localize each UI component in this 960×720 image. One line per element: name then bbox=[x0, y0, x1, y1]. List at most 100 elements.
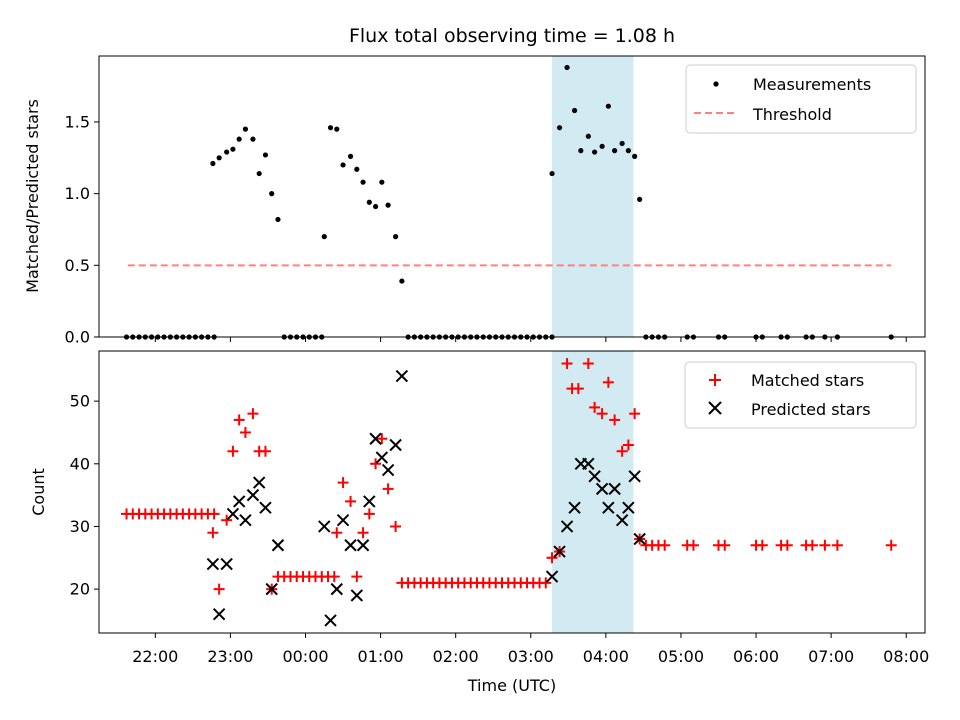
predicted-star-point bbox=[568, 501, 581, 514]
legend-predicted-stars-label: Predicted stars bbox=[751, 400, 871, 419]
predicted-star-point bbox=[212, 607, 226, 621]
measurement-point bbox=[360, 179, 366, 185]
ratio-panel-y-tick-label: 0.0 bbox=[65, 328, 90, 347]
measurement-point bbox=[564, 64, 570, 71]
matched-star-point bbox=[259, 445, 271, 457]
x-tick-label: 03:00 bbox=[508, 647, 554, 666]
matched-star-point bbox=[328, 571, 340, 583]
measurement-point bbox=[585, 133, 591, 139]
x-axis-label: Time (UTC) bbox=[467, 676, 556, 695]
count-panel-y-axis-label: Count bbox=[29, 468, 48, 516]
measurement-point bbox=[619, 140, 625, 147]
count-panel-highlight-span bbox=[552, 351, 634, 633]
predicted-stars-points bbox=[206, 369, 646, 627]
chart-title: Flux total observing time = 1.08 h bbox=[349, 25, 675, 47]
matched-star-point bbox=[345, 495, 357, 507]
matched-star-point bbox=[363, 508, 375, 520]
x-tick-label: 04:00 bbox=[583, 647, 629, 666]
matched-star-point bbox=[331, 527, 343, 539]
predicted-star-point bbox=[582, 457, 595, 471]
measurement-point bbox=[250, 136, 256, 142]
legend-predicted-stars-marker bbox=[708, 401, 722, 415]
measurement-point bbox=[366, 199, 372, 205]
measurement-point bbox=[571, 107, 578, 114]
count-panel-y-tick-label: 40 bbox=[70, 454, 90, 473]
ratio-panel-highlight-span bbox=[552, 56, 634, 337]
predicted-star-point bbox=[271, 539, 285, 552]
predicted-star-point bbox=[389, 438, 402, 452]
predicted-star-point bbox=[369, 432, 382, 445]
measurement-point bbox=[347, 153, 354, 159]
predicted-star-point bbox=[350, 589, 364, 602]
x-tick-label: 02:00 bbox=[433, 647, 479, 666]
measurement-point bbox=[637, 196, 643, 202]
legend-measurements-label: Measurements bbox=[753, 75, 871, 94]
measurement-point bbox=[321, 234, 327, 240]
predicted-star-point bbox=[232, 495, 246, 508]
predicted-star-point bbox=[375, 451, 389, 464]
measurement-point bbox=[327, 125, 334, 131]
measurement-point bbox=[556, 125, 563, 131]
count-panel-y-tick-label: 20 bbox=[70, 580, 90, 599]
matched-star-point bbox=[247, 408, 259, 420]
matched-star-point bbox=[756, 539, 768, 551]
measurement-point bbox=[340, 162, 346, 168]
predicted-star-point bbox=[330, 582, 343, 596]
matched-star-point bbox=[561, 358, 573, 370]
matched-star-point bbox=[376, 433, 388, 445]
measurement-point bbox=[393, 234, 399, 240]
matched-star-point bbox=[233, 414, 245, 426]
predicted-star-point bbox=[595, 482, 609, 496]
matched-star-point bbox=[582, 358, 594, 370]
predicted-star-point bbox=[336, 513, 350, 527]
ratio-panel: 0.0 0.5 1.0 1.5 Flux total observing time =… bbox=[23, 25, 926, 347]
measurement-point bbox=[262, 152, 269, 158]
measurement-point bbox=[210, 160, 216, 167]
x-tick-label: 08:00 bbox=[883, 647, 929, 666]
predicted-star-point bbox=[381, 463, 395, 477]
predicted-star-point bbox=[395, 369, 409, 383]
predicted-star-point bbox=[220, 557, 233, 571]
matched-star-point bbox=[351, 571, 363, 583]
predicted-star-point bbox=[545, 570, 559, 583]
measurement-point bbox=[334, 126, 340, 132]
ratio-panel-y-axis-label: Matched/Predicted stars bbox=[23, 99, 42, 293]
matched-star-point bbox=[622, 439, 634, 451]
ratio-panel-y-tick-label: 1.0 bbox=[65, 184, 90, 203]
count-panel-frame bbox=[98, 350, 926, 634]
predicted-star-point bbox=[356, 539, 370, 552]
matched-star-point bbox=[602, 376, 614, 388]
matched-stars-points bbox=[121, 358, 897, 595]
matched-star-point bbox=[221, 514, 233, 526]
ratio-panel-legend: Measurements Threshold bbox=[685, 64, 917, 134]
measurement-point bbox=[632, 153, 638, 159]
predicted-star-point bbox=[553, 545, 566, 558]
predicted-star-point bbox=[239, 513, 252, 527]
matched-star-point bbox=[540, 577, 552, 589]
matched-star-point bbox=[370, 458, 382, 470]
measurement-point bbox=[275, 216, 281, 223]
measurement-point bbox=[224, 149, 230, 155]
measurement-point bbox=[605, 103, 611, 109]
measurement-point bbox=[236, 136, 242, 142]
matched-star-point bbox=[831, 539, 843, 551]
count-panel-legend: Matched stars Predicted stars bbox=[684, 361, 917, 429]
measurement-point bbox=[230, 146, 236, 152]
predicted-star-point bbox=[324, 614, 337, 627]
count-panel-y-ticks: 20 30 40 50 bbox=[70, 392, 99, 599]
predicted-star-point bbox=[628, 470, 641, 483]
matched-star-point bbox=[227, 445, 239, 457]
x-tick-label: 01:00 bbox=[358, 647, 404, 666]
legend-matched-stars-label: Matched stars bbox=[751, 371, 864, 390]
measurement-point bbox=[379, 179, 385, 185]
matched-star-point bbox=[819, 539, 831, 551]
matched-star-point bbox=[781, 539, 793, 551]
ratio-panel-y-ticks: 0.0 0.5 1.0 1.5 bbox=[65, 112, 99, 347]
matched-star-point bbox=[659, 539, 671, 551]
matched-star-point bbox=[589, 401, 601, 413]
matched-star-point bbox=[382, 483, 394, 495]
predicted-star-point bbox=[344, 539, 357, 552]
matched-star-point bbox=[806, 539, 818, 551]
predicted-star-point bbox=[363, 495, 376, 508]
measurement-point bbox=[216, 155, 222, 161]
